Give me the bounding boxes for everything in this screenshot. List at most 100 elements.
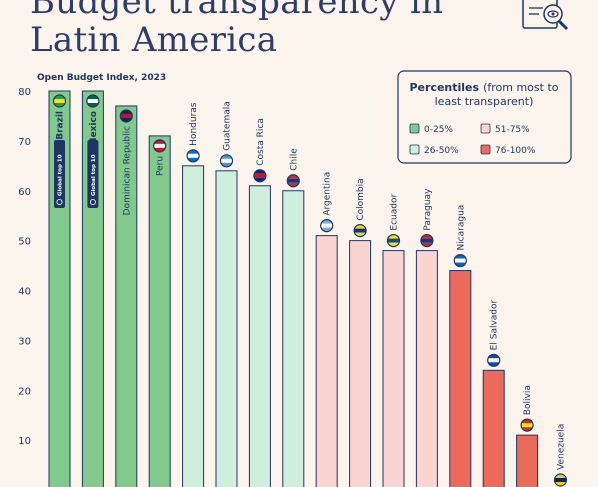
flag-stripe-top	[287, 174, 300, 179]
flag-icon	[186, 149, 200, 163]
category-label: Venezuela	[557, 424, 567, 470]
bar-peru	[148, 135, 171, 487]
flag-ring	[186, 149, 200, 163]
flag-stripe-middle	[554, 478, 567, 482]
badge-background	[87, 140, 99, 208]
flag-stripe-bottom	[521, 427, 534, 432]
flag-stripe-bottom	[120, 117, 133, 122]
flag-ring	[487, 353, 501, 367]
flag-ring	[286, 174, 300, 188]
flag-stripe-middle	[253, 173, 266, 178]
flag-ring	[52, 94, 67, 108]
bar-honduras	[182, 165, 205, 487]
category-label: Chile	[289, 148, 299, 171]
flag-stripe-bottom	[187, 157, 200, 162]
flag-stripe-middle	[454, 258, 467, 263]
flag-stripe-bottom	[354, 232, 367, 237]
flag-icon	[553, 473, 568, 487]
flag-icon	[153, 139, 167, 153]
flag-stripe-bottom	[253, 177, 266, 182]
flag-stripe-top	[554, 474, 567, 478]
flag-icon	[353, 224, 367, 238]
bar-ecuador	[382, 250, 405, 487]
flag-stripe-top	[521, 419, 534, 424]
legend-box	[397, 70, 572, 164]
flag-icon	[119, 109, 133, 123]
y-tick-label: 80	[18, 87, 31, 98]
legend-title-bold: Percentiles	[410, 81, 480, 94]
flag-stripe-top	[187, 149, 200, 154]
flag-stripes	[86, 95, 99, 107]
flag-stripe-top	[153, 139, 166, 144]
y-tick-label: 50	[18, 237, 31, 248]
bar-nicaragua	[449, 270, 472, 487]
chart-subtitle: Open Budget Index, 2023	[37, 73, 166, 83]
flag-stripe-bottom	[487, 362, 500, 367]
bar-paraguay	[415, 250, 438, 487]
y-tick-label: 60	[18, 187, 31, 198]
flag-icon	[286, 174, 300, 188]
legend-swatch	[480, 123, 491, 134]
legend-swatch	[480, 144, 491, 155]
flag-ring	[253, 169, 267, 183]
flag-stripe-bottom	[420, 242, 433, 247]
category-label: Nicaragua	[456, 205, 466, 251]
flag-icon	[320, 219, 334, 233]
y-tick-label: 30	[18, 336, 31, 347]
flag-stripe-top	[487, 354, 500, 359]
flag-ring	[219, 154, 234, 168]
category-label: Argentina	[323, 172, 333, 216]
page-title-line-1: Budget transparency in	[30, 0, 444, 22]
flag-stripes	[420, 234, 433, 247]
flag-stripe-top	[387, 234, 400, 239]
flag-stripes	[387, 234, 400, 247]
flag-stripes	[120, 109, 133, 122]
flag-stripe-middle	[120, 113, 133, 118]
flag-stripes	[253, 169, 266, 182]
flag-ring	[553, 473, 568, 487]
flag-stripe-middle	[420, 238, 433, 243]
flag-stripes	[554, 474, 567, 486]
flag-icon	[520, 418, 534, 432]
flag-stripes	[53, 95, 66, 107]
legend-title-rest: (from most to	[483, 81, 559, 94]
y-axis: 10 20 30 40 50 60 70 80	[18, 87, 31, 447]
badge-label: Global top 10	[91, 154, 97, 196]
category-label: Bolivia	[523, 385, 533, 415]
flag-stripe-middle	[153, 143, 166, 148]
flag-ring	[153, 139, 167, 153]
flag-stripe-bottom	[53, 103, 66, 107]
y-tick-label: 10	[18, 436, 31, 447]
flag-stripe-middle	[320, 223, 333, 228]
flag-ring	[119, 109, 133, 123]
category-label: Honduras	[189, 102, 199, 146]
category-label: Paraguay	[423, 188, 433, 231]
flag-stripe-bottom	[387, 242, 400, 247]
flag-ring	[520, 418, 534, 432]
legend-swatch	[409, 144, 420, 155]
flag-stripes	[454, 254, 467, 267]
star-icon	[56, 198, 63, 205]
flag-stripes	[487, 354, 500, 367]
flag-icon	[487, 353, 501, 367]
flag-stripes	[153, 139, 166, 152]
flag-stripe-top	[53, 95, 66, 99]
legend-title: Percentiles (from most to	[410, 81, 559, 94]
bar-argentina	[315, 235, 338, 487]
legend: Percentiles (from most to least transpare…	[397, 70, 572, 164]
category-label: Ecuador	[390, 194, 400, 231]
badge-background	[54, 140, 65, 208]
legend-items: 0-25% 51-75% 26-50% 76-100%	[409, 123, 536, 156]
flag-stripe-top	[220, 154, 233, 159]
y-tick-label: 70	[18, 137, 31, 148]
document-magnifier-icon	[517, 0, 577, 42]
flag-ring	[420, 234, 434, 248]
flag-stripe-top	[253, 169, 266, 174]
flag-stripe-middle	[387, 238, 400, 243]
category-label: Costa Rica	[256, 118, 266, 166]
bar-guatemala	[215, 170, 238, 487]
flag-stripe-bottom	[454, 262, 467, 267]
y-tick-label: 20	[18, 386, 31, 397]
bar-colombia	[349, 240, 372, 487]
flag-stripes	[354, 224, 367, 237]
